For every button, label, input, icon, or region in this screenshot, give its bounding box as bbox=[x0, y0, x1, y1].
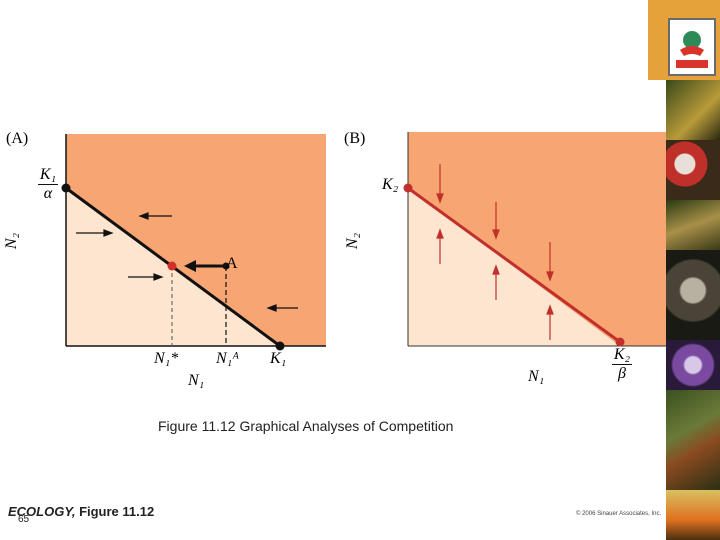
orchid-photo bbox=[666, 80, 720, 140]
figure-caption: Figure 11.12 Graphical Analyses of Compe… bbox=[158, 418, 454, 434]
panel-a-equilibrium-dot bbox=[167, 261, 177, 271]
book-figure: Figure 11.12 bbox=[79, 504, 155, 519]
slide-number: 65 bbox=[18, 514, 30, 525]
monkey-photo bbox=[666, 250, 720, 340]
panel-a-diagram bbox=[61, 134, 326, 351]
panel-b-label: (B) bbox=[344, 130, 366, 147]
panel-a-k1-alpha-dot bbox=[61, 183, 71, 193]
panel-a-y-axis-label: N₂ bbox=[3, 232, 21, 250]
panel-a-direction-arrows bbox=[76, 212, 298, 312]
panel-b-y-axis-label: N₂ bbox=[344, 232, 362, 250]
sea-slug-photo bbox=[666, 340, 720, 390]
panel-a-label: (A) bbox=[6, 130, 29, 147]
panel-a-tick-na: N₁ᴬ bbox=[216, 350, 239, 367]
panel-a-tick-nstar: N₁* bbox=[154, 350, 179, 367]
panel-a-k1-dot bbox=[275, 341, 285, 351]
bird-logo-icon bbox=[676, 31, 708, 68]
book-title: ECOLOGY, Figure 11.12 bbox=[8, 504, 154, 519]
mushroom-photo bbox=[666, 140, 720, 200]
panel-a-k1-over-alpha: K₁ α bbox=[38, 166, 58, 203]
panel-b-isocline bbox=[407, 186, 621, 344]
panel-b-x-axis-label: N₁ bbox=[528, 368, 545, 385]
panel-a-k1-label: K₁ bbox=[38, 166, 58, 185]
salamander-photo bbox=[666, 390, 720, 490]
panel-b-k2-over-beta: K₂ β bbox=[612, 346, 632, 383]
frog-photo bbox=[666, 200, 720, 250]
panel-b-beta-label: β bbox=[618, 365, 626, 382]
panel-b-k2-label: K₂ bbox=[382, 176, 399, 193]
panel-a-alpha-label: α bbox=[43, 185, 53, 202]
book-name: ECOLOGY, bbox=[8, 504, 76, 519]
panel-b-diagram bbox=[403, 132, 666, 347]
panel-a-a-arrowhead bbox=[184, 260, 196, 272]
panel-b-k2-dot bbox=[403, 183, 413, 193]
enetn-logo bbox=[668, 18, 716, 76]
panel-b-k2-num-label: K₂ bbox=[612, 346, 632, 365]
panel-a-x-axis-label: N₁ bbox=[188, 372, 205, 389]
photo-strip bbox=[666, 80, 720, 540]
panel-b-direction-arrows bbox=[436, 164, 554, 340]
bird-photo bbox=[666, 490, 720, 540]
panel-a-tick-k1: K₁ bbox=[270, 350, 287, 367]
panel-a-a-dot bbox=[222, 262, 230, 270]
panel-b-k2-beta-dot bbox=[615, 337, 625, 347]
copyright: © 2006 Sinauer Associates, Inc. bbox=[576, 511, 662, 517]
panel-a-point-a-label: A bbox=[226, 255, 238, 272]
